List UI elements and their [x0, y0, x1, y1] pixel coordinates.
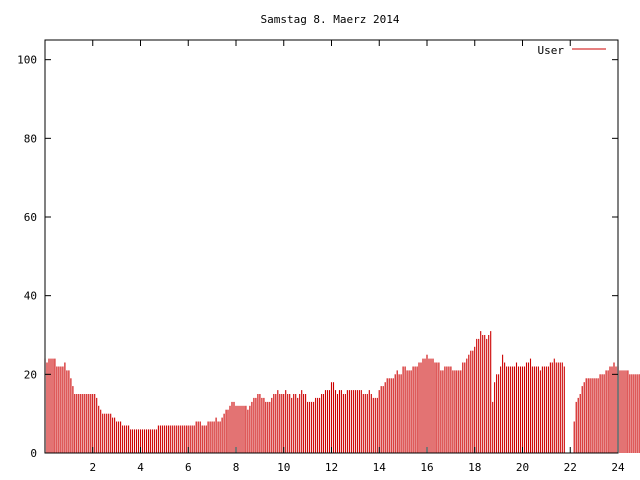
chart-title: Samstag 8. Maerz 2014: [260, 13, 399, 26]
legend-label-user: User: [538, 44, 565, 57]
x-tick-label: 20: [516, 461, 529, 474]
y-tick-label: 80: [24, 132, 37, 145]
x-tick-label: 2: [89, 461, 96, 474]
y-tick-label: 20: [24, 368, 37, 381]
x-tick-label: 16: [420, 461, 433, 474]
x-tick-label: 6: [185, 461, 192, 474]
x-tick-label: 4: [137, 461, 144, 474]
bar-series: [44, 331, 640, 453]
y-tick-label: 0: [30, 447, 37, 460]
x-tick-label: 10: [277, 461, 290, 474]
legend: User: [538, 44, 606, 57]
y-axis: 0 20 40 60 80 100: [17, 54, 618, 460]
x-tick-label: 22: [564, 461, 577, 474]
y-tick-label: 40: [24, 290, 37, 303]
x-tick-label: 8: [233, 461, 240, 474]
y-tick-label: 100: [17, 54, 37, 67]
x-tick-label: 18: [468, 461, 481, 474]
x-tick-label: 24: [611, 461, 625, 474]
x-axis: 2 4 6 8 10 12 14 16 18 20 22 24: [89, 40, 625, 474]
x-tick-label: 14: [373, 461, 387, 474]
y-tick-label: 60: [24, 211, 37, 224]
x-tick-label: 12: [325, 461, 338, 474]
